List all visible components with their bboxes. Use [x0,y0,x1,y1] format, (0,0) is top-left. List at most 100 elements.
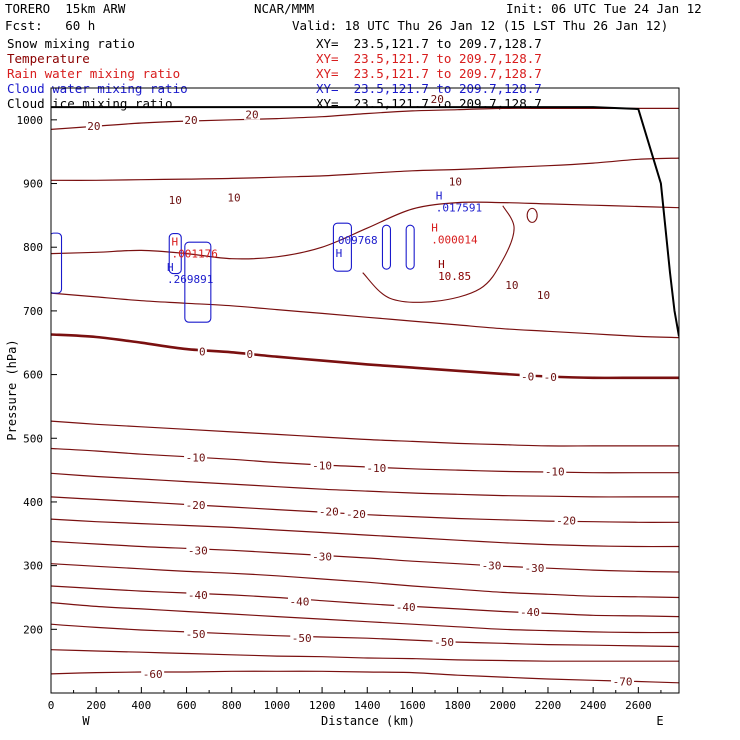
legend-snow: Snow mixing ratio [7,36,135,51]
legend-temperature: Temperature [7,51,90,66]
x-tick-label: 400 [131,699,151,712]
x-tick-label: 200 [86,699,106,712]
contour-label: -40 [396,601,416,614]
valid-time: Valid: 18 UTC Thu 26 Jan 12 (15 LST Thu … [292,18,669,33]
contour-label-bg [197,345,207,357]
x-tick-label: 2600 [625,699,652,712]
x-tick-label: 1000 [264,699,291,712]
contour-label-bg [432,636,456,648]
x-tick-label: 1800 [444,699,471,712]
isotherm-m15 [51,472,679,498]
contour-label: 20 [245,109,258,122]
contour-label: -50 [292,632,312,645]
y-tick-label: 900 [23,178,43,191]
contour-label-bg [519,370,536,382]
chart-axes: 0 200 400 600 800 1000 1200 1400 1600 1800 2000 220… [17,87,680,712]
east-label: E [656,714,663,728]
cloud-water-patch-5 [405,224,415,270]
contour-label-bg [186,588,210,600]
isotherm-10-low [51,201,679,260]
contour-label-bg [522,562,546,574]
plot-frame [50,87,680,694]
contour-label-bg [244,108,261,120]
contour-label-bg [611,675,635,687]
contour-label: -30 [312,551,332,564]
west-label: W [82,714,90,728]
legend-rain: Rain water mixing ratio [7,66,181,81]
x-tick-label: 1600 [399,699,426,712]
isotherm-m55 [51,649,679,662]
contour-label: -30 [482,560,502,573]
contour-label: -10 [545,465,565,478]
y-tick-label: 600 [23,369,43,382]
isotherm-m30 [51,540,679,573]
high-marker-letter: H [167,261,174,274]
contour-label: -30 [188,544,208,557]
y-tick-label: 1000 [17,114,44,127]
contour-label-bg [429,92,446,104]
contour-label: -30 [524,562,544,575]
contour-label: -70 [613,676,633,689]
high-marker-value: .017591 [436,202,482,215]
contour-label: -50 [186,628,206,641]
contour-label-bg [394,601,418,613]
contour-label: -40 [520,606,540,619]
y-tick-label: 300 [23,560,43,573]
contour-label: 10 [449,176,462,189]
contour-label-bg [310,459,334,471]
x-tick-label: 2200 [535,699,562,712]
y-tick-label: 200 [23,623,43,636]
cloud-water-patch-4 [381,224,392,270]
contour-label-bg [184,499,208,511]
isotherm-m50 [51,623,679,648]
contour-label: 0 [246,348,253,361]
legend-snow-xy: XY= 23.5,121.7 to 209.7,128.7 [316,36,542,51]
contour-label: -0 [544,371,557,384]
isotherm-m40 [51,585,679,618]
init-time: Init: 06 UTC Tue 24 Jan 12 [506,1,702,16]
x-tick-label: 1200 [309,699,336,712]
cloud-water-patch-3 [332,222,352,272]
overlap-value: 009768 [338,234,378,247]
x-tick-label: 2400 [580,699,607,712]
contour-label-bg [245,348,255,360]
x-tick-label: 0 [48,699,55,712]
contour-label: -20 [186,499,206,512]
high-marker-letter: H [436,190,443,203]
contour-label-bg [85,120,102,132]
contour-label-bg [141,667,165,679]
contour-label-bg [447,175,464,187]
isotherm-m5 [51,420,679,447]
contour-label: 20 [431,93,444,106]
y-axis-title: Pressure (hPa) [5,339,19,440]
terrain-line [51,106,679,337]
contour-label-bg [518,606,542,618]
contour-label-bg [184,451,208,463]
contour-label: 20 [184,114,197,127]
contour-label-bg [167,194,184,206]
contour-label-bg [184,627,208,639]
high-marker-value: .001176 [172,248,218,261]
contour-label-bg [542,371,559,383]
x-tick-label: 2000 [490,699,517,712]
isotherm-5 [51,292,679,339]
contour-label: 10 [505,279,518,292]
legend-cloud-water: Cloud water mixing ratio [7,81,188,96]
contour-label-bg [535,288,552,300]
contour-label-bg [503,278,520,290]
isotherm-20-low [51,107,679,130]
legend-rain-xy: XY= 23.5,121.7 to 209.7,128.7 [316,66,542,81]
isotherm-loop-warm [362,205,515,303]
x-axis-title: Distance (km) [321,714,415,728]
high-marker-value: .269891 [167,273,213,286]
high-marker-letter: H [172,236,179,249]
isotherm-m35 [51,563,679,599]
contour-label-bg [186,544,210,556]
isotherm-m45 [51,602,679,634]
legend-temperature-xy: XY= 23.5,121.7 to 209.7,128.7 [316,51,542,66]
contour-label-bg [554,514,578,526]
contour-label-bg [225,191,242,203]
cloud-water-patch-2 [184,241,212,323]
isotherm-m25 [51,518,679,548]
